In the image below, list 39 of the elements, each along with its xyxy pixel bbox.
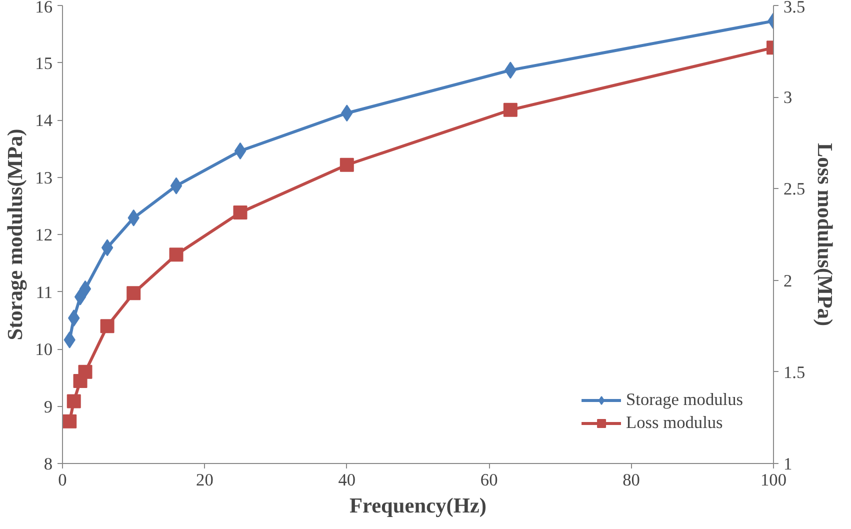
point bbox=[101, 239, 114, 256]
point bbox=[100, 319, 114, 334]
x-axis-title: Frequency(Hz) bbox=[349, 494, 487, 518]
y2-tick-label: 2.5 bbox=[784, 180, 806, 199]
legend-label: Loss modulus bbox=[626, 413, 723, 433]
point bbox=[79, 280, 92, 298]
y2-tick-label: 3.5 bbox=[784, 0, 806, 16]
y2-tick-label: 2 bbox=[784, 271, 792, 290]
point bbox=[126, 286, 141, 300]
point bbox=[66, 394, 81, 408]
y-tick-label: 9 bbox=[44, 397, 53, 416]
y-tick-label: 14 bbox=[35, 111, 53, 130]
y2-tick-label: 1.5 bbox=[784, 362, 806, 382]
point bbox=[340, 158, 354, 172]
point bbox=[234, 142, 246, 160]
point bbox=[233, 206, 248, 220]
y-tick-label: 11 bbox=[36, 282, 52, 302]
y2-tick-label: 1 bbox=[784, 454, 792, 474]
x-tick-label: 100 bbox=[760, 470, 787, 490]
y-tick-label: 13 bbox=[35, 168, 52, 188]
x-tick-label: 80 bbox=[622, 470, 640, 490]
x-tick-label: 40 bbox=[338, 470, 356, 490]
y2-tick-label: 3 bbox=[784, 88, 792, 108]
point bbox=[169, 248, 184, 262]
point bbox=[503, 102, 518, 117]
y-axis-title: Storage modulus(MPa) bbox=[3, 128, 28, 340]
y-tick-label: 16 bbox=[35, 0, 53, 16]
x-tick-label: 60 bbox=[480, 470, 498, 490]
y-tick-label: 15 bbox=[35, 54, 52, 73]
point bbox=[170, 177, 182, 194]
legend-label: Storage modulus bbox=[626, 390, 743, 410]
y-tick-label: 10 bbox=[35, 340, 52, 359]
y2-axis-title: Loss modulus(MPa) bbox=[813, 142, 838, 326]
point bbox=[78, 364, 92, 379]
y-tick-label: 8 bbox=[44, 454, 53, 474]
x-tick-label: 20 bbox=[196, 470, 214, 490]
point bbox=[62, 414, 77, 428]
x-tick-label: 0 bbox=[58, 470, 67, 490]
y-tick-label: 12 bbox=[35, 226, 52, 244]
